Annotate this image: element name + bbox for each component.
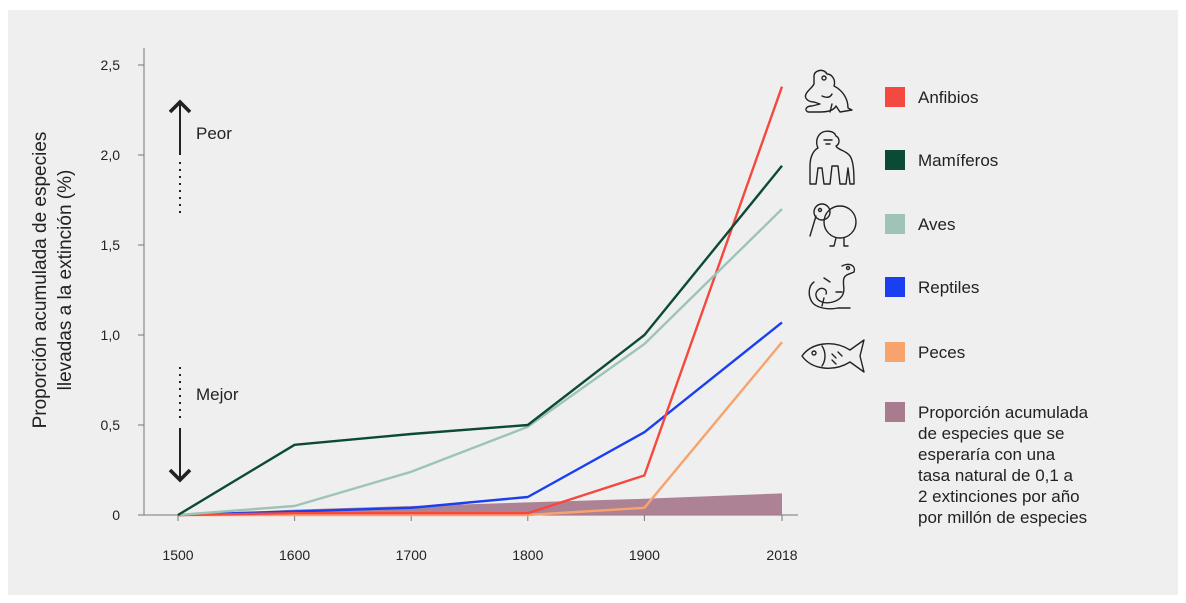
worse-better-annotation: Peor Mejor	[168, 99, 239, 483]
legend-label-1: Anfibios	[918, 88, 978, 107]
legend-band-label-line: Proporción acumulada	[918, 403, 1089, 422]
legend-band-label-line: por millón de especies	[918, 508, 1087, 527]
legend-swatch-3	[885, 214, 905, 234]
x-tick-label: 1700	[396, 547, 427, 563]
y-tick-label: 1,5	[101, 237, 121, 253]
fish-icon	[801, 339, 865, 373]
legend-swatch-5	[885, 342, 905, 362]
ticks-layer: 0 0,5 1,0 1,5 2,0 2,5 1500 1600 1700 1800 1900 2018	[101, 57, 798, 563]
y-tick-label: 0	[112, 507, 120, 523]
legend-swatch-1	[885, 87, 905, 107]
chart-panel: Proporción acumulada de especies llevada…	[8, 10, 1178, 595]
legend-band-label-line: esperaría con una	[918, 445, 1056, 464]
y-axis-label-line-2: llevadas a la extinción (%)	[55, 170, 76, 391]
y-tick-label: 2,5	[101, 57, 121, 73]
extinction-line-chart: Proporción acumulada de especies llevada…	[30, 48, 1089, 563]
legend-label-2: Mamíferos	[918, 151, 998, 170]
legend-swatch-band	[885, 402, 905, 422]
y-tick-label: 2,0	[101, 147, 121, 163]
legend-band-label-line: 2 extinciones por año	[918, 487, 1080, 506]
series-layer	[177, 86, 784, 517]
better-label: Mejor	[196, 385, 239, 404]
legend-label-4: Reptiles	[918, 278, 979, 297]
lizard-icon	[808, 263, 856, 310]
legend-label-5: Peces	[918, 343, 965, 362]
gorilla-icon	[809, 130, 855, 185]
x-tick-label: 2018	[766, 547, 797, 563]
y-axis-label-line-1: Proporción acumulada de especies	[30, 132, 51, 429]
series-line-2	[177, 165, 783, 517]
x-tick-label: 1600	[279, 547, 310, 563]
x-tick-label: 1900	[629, 547, 660, 563]
legend: Anfibios Mamíferos Aves Reptiles Peces Propor…	[885, 87, 1089, 527]
series-line-1	[177, 86, 784, 517]
y-tick-label: 1,0	[101, 327, 121, 343]
y-tick-label: 0,5	[101, 417, 121, 433]
legend-band-label-line: de especies que se	[918, 424, 1065, 443]
x-tick-label: 1800	[512, 547, 543, 563]
series-line-3	[177, 208, 783, 517]
series-line-5	[178, 341, 783, 517]
legend-band-label-line: tasa natural de 0,1 a	[918, 466, 1074, 485]
x-tick-label: 1500	[162, 547, 193, 563]
frog-icon	[804, 69, 853, 113]
legend-swatch-2	[885, 150, 905, 170]
worse-label: Peor	[196, 124, 232, 143]
legend-label-3: Aves	[918, 215, 956, 234]
legend-swatch-4	[885, 277, 905, 297]
bird-icon	[809, 203, 857, 247]
series-line-4	[177, 321, 783, 517]
